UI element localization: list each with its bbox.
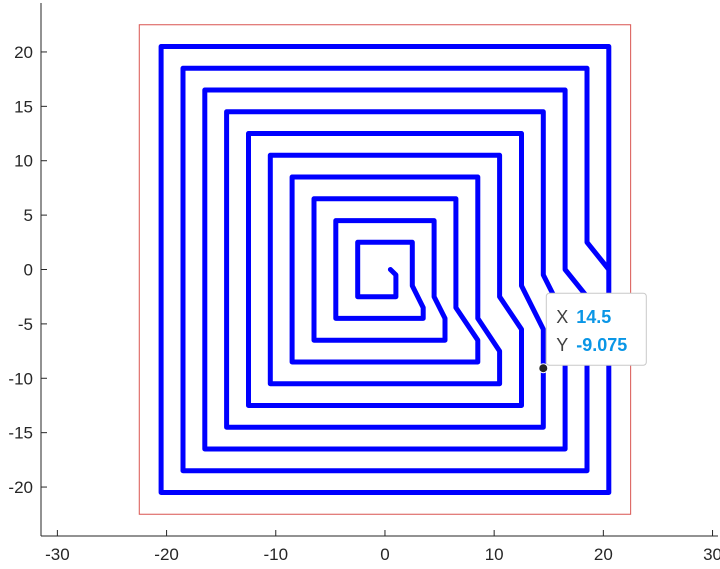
x-tick-label: -10 [263,545,288,564]
datatip-y-value: -9.075 [576,335,627,355]
y-tick-label: -5 [18,315,33,334]
x-tick-label: 10 [485,545,504,564]
y-tick-label: 20 [14,43,33,62]
axes: -30 -20 -10 0 10 20 30 -20 -15 -10 -5 0 5 10 15 20 [8,3,720,564]
y-tick-label: -20 [8,478,33,497]
y-tick-label: -10 [8,369,33,388]
series-line-0 [158,44,612,495]
datatip[interactable]: X 14.5 Y -9.075 [538,292,647,374]
x-tick-label: 0 [380,545,389,564]
datatip-x-value: 14.5 [576,307,611,327]
datatip-marker[interactable] [538,363,549,374]
boundary-box [138,24,632,515]
x-tick-label: 30 [703,545,720,564]
y-tick-label: 15 [14,97,33,116]
x-tick-label: 20 [594,545,613,564]
y-tick-label: 5 [24,206,33,225]
y-tick-label: 0 [24,261,33,280]
x-tick-label: -30 [45,545,70,564]
datatip-box [545,292,647,366]
y-tick-label: 10 [14,152,33,171]
datatip-x-key: X [556,307,568,327]
x-tick-label: -20 [154,545,179,564]
y-tick-label: -15 [8,424,33,443]
datatip-y-key: Y [556,335,568,355]
plot-area [138,24,632,515]
